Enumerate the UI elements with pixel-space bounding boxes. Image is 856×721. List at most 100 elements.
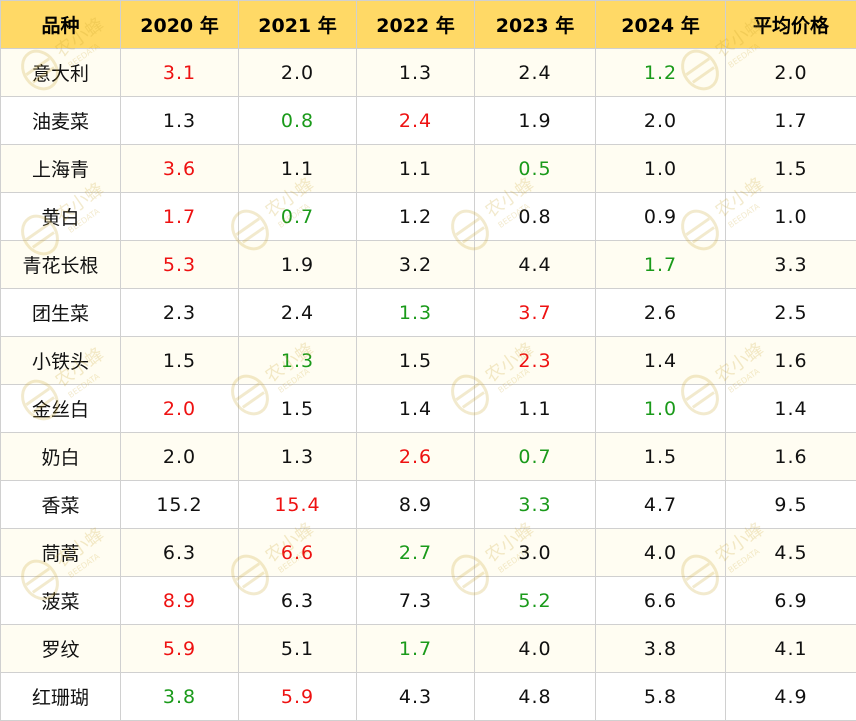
price-cell: 2.4 (239, 289, 357, 337)
price-cell: 5.3 (121, 241, 239, 289)
variety-cell: 奶白 (1, 433, 121, 481)
price-cell: 4.3 (357, 673, 475, 721)
header-2021: 2021 年 (239, 1, 357, 49)
header-variety: 品种 (1, 1, 121, 49)
price-cell: 1.3 (239, 337, 357, 385)
price-cell: 4.8 (475, 673, 596, 721)
variety-cell: 罗纹 (1, 625, 121, 673)
price-cell: 1.3 (357, 289, 475, 337)
average-price-cell: 1.5 (726, 145, 856, 193)
header-2024: 2024 年 (596, 1, 726, 49)
price-cell: 4.7 (596, 481, 726, 529)
price-cell: 0.5 (475, 145, 596, 193)
price-cell: 3.3 (475, 481, 596, 529)
price-cell: 2.0 (596, 97, 726, 145)
average-price-cell: 1.0 (726, 193, 856, 241)
price-cell: 8.9 (121, 577, 239, 625)
price-cell: 2.6 (596, 289, 726, 337)
price-cell: 1.7 (121, 193, 239, 241)
average-price-cell: 1.6 (726, 337, 856, 385)
price-cell: 1.1 (239, 145, 357, 193)
variety-cell: 菠菜 (1, 577, 121, 625)
average-price-cell: 3.3 (726, 241, 856, 289)
price-cell: 3.6 (121, 145, 239, 193)
price-cell: 5.8 (596, 673, 726, 721)
price-cell: 1.3 (239, 433, 357, 481)
price-cell: 1.5 (357, 337, 475, 385)
price-cell: 5.9 (239, 673, 357, 721)
price-cell: 2.3 (121, 289, 239, 337)
price-cell: 1.7 (357, 625, 475, 673)
average-price-cell: 1.6 (726, 433, 856, 481)
price-cell: 1.9 (239, 241, 357, 289)
variety-cell: 团生菜 (1, 289, 121, 337)
average-price-cell: 4.1 (726, 625, 856, 673)
average-price-cell: 4.5 (726, 529, 856, 577)
average-price-cell: 4.9 (726, 673, 856, 721)
price-cell: 0.8 (239, 97, 357, 145)
price-cell: 6.6 (596, 577, 726, 625)
header-average-price: 平均价格 (726, 1, 856, 49)
price-cell: 3.8 (596, 625, 726, 673)
variety-cell: 油麦菜 (1, 97, 121, 145)
price-cell: 15.2 (121, 481, 239, 529)
header-row: 品种 2020 年 2021 年 2022 年 2023 年 2024 年 平均… (1, 1, 856, 49)
price-cell: 1.7 (596, 241, 726, 289)
price-cell: 3.0 (475, 529, 596, 577)
price-cell: 1.2 (596, 49, 726, 97)
price-cell: 6.3 (239, 577, 357, 625)
average-price-cell: 2.5 (726, 289, 856, 337)
price-cell: 4.0 (596, 529, 726, 577)
price-cell: 1.5 (121, 337, 239, 385)
variety-cell: 青花长根 (1, 241, 121, 289)
price-cell: 1.0 (596, 145, 726, 193)
price-cell: 1.0 (596, 385, 726, 433)
price-cell: 5.2 (475, 577, 596, 625)
price-cell: 1.2 (357, 193, 475, 241)
price-cell: 6.6 (239, 529, 357, 577)
price-cell: 1.4 (357, 385, 475, 433)
price-cell: 2.4 (357, 97, 475, 145)
price-cell: 5.1 (239, 625, 357, 673)
variety-cell: 上海青 (1, 145, 121, 193)
variety-cell: 意大利 (1, 49, 121, 97)
header-2020: 2020 年 (121, 1, 239, 49)
price-cell: 2.0 (121, 433, 239, 481)
price-cell: 0.7 (239, 193, 357, 241)
price-cell: 8.9 (357, 481, 475, 529)
header-2022: 2022 年 (357, 1, 475, 49)
average-price-cell: 6.9 (726, 577, 856, 625)
price-cell: 3.8 (121, 673, 239, 721)
price-cell: 3.1 (121, 49, 239, 97)
average-price-cell: 1.7 (726, 97, 856, 145)
price-cell: 6.3 (121, 529, 239, 577)
price-cell: 15.4 (239, 481, 357, 529)
variety-cell: 茼蒿 (1, 529, 121, 577)
variety-cell: 小铁头 (1, 337, 121, 385)
price-cell: 1.1 (475, 385, 596, 433)
price-cell: 2.6 (357, 433, 475, 481)
price-cell: 1.3 (121, 97, 239, 145)
price-cell: 4.4 (475, 241, 596, 289)
average-price-cell: 1.4 (726, 385, 856, 433)
price-cell: 0.8 (475, 193, 596, 241)
price-cell: 2.7 (357, 529, 475, 577)
price-cell: 1.3 (357, 49, 475, 97)
price-cell: 1.1 (357, 145, 475, 193)
price-cell: 4.0 (475, 625, 596, 673)
